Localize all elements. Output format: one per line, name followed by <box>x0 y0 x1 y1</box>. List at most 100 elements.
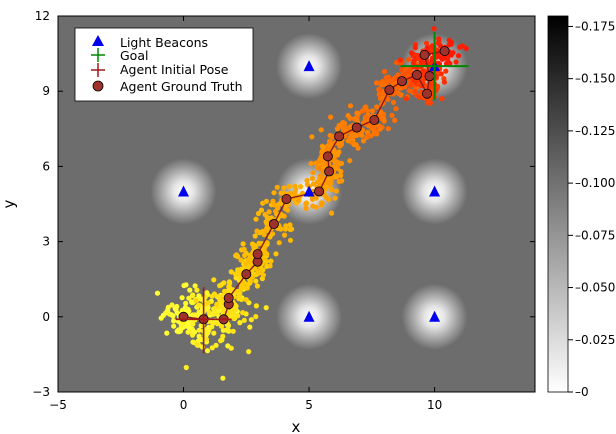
particle <box>211 330 217 336</box>
truth-point <box>369 115 380 126</box>
truth-point <box>322 151 333 162</box>
truth-point <box>351 122 362 133</box>
particle <box>297 184 304 190</box>
particle <box>179 295 185 301</box>
particle <box>278 226 284 232</box>
particle <box>183 282 189 288</box>
particle <box>325 146 331 153</box>
particle <box>253 314 259 320</box>
particle <box>333 188 339 194</box>
particle <box>407 68 413 74</box>
particle <box>310 203 316 209</box>
particle <box>309 134 315 140</box>
truth-point <box>422 88 433 99</box>
particle <box>256 240 262 246</box>
particle <box>406 56 412 63</box>
particle <box>240 241 246 247</box>
particle <box>392 117 398 123</box>
y-tick-label: 0 <box>42 310 50 324</box>
truth-point <box>424 71 435 82</box>
particle <box>211 306 218 312</box>
particle <box>254 283 260 289</box>
particle <box>179 307 185 313</box>
particle <box>351 116 358 122</box>
particle <box>232 306 239 313</box>
particle <box>408 50 415 56</box>
particle <box>205 305 211 311</box>
particle <box>362 104 368 111</box>
goal-marker <box>400 32 469 101</box>
particle <box>374 80 380 86</box>
particle <box>365 133 371 139</box>
particle <box>217 283 223 289</box>
particle <box>436 36 442 42</box>
particle <box>377 126 383 132</box>
particle <box>228 269 234 275</box>
legend-entry: Agent Ground Truth <box>120 79 243 94</box>
truth-point <box>396 76 407 87</box>
particle <box>194 341 200 347</box>
particle <box>243 297 249 303</box>
particle <box>309 175 316 182</box>
particle <box>217 294 223 300</box>
particle <box>225 322 231 328</box>
truth-point <box>412 69 423 80</box>
particle <box>348 133 354 139</box>
particle <box>329 210 335 216</box>
particle <box>287 222 293 228</box>
particle <box>395 90 402 96</box>
particle <box>183 300 189 306</box>
y-tick-label: 6 <box>42 159 50 173</box>
legend-truth-icon <box>92 80 104 92</box>
particle <box>192 312 198 318</box>
particle <box>394 59 400 66</box>
x-axis-label: x <box>292 418 301 434</box>
particle <box>228 314 234 320</box>
particle <box>332 149 338 155</box>
particle <box>459 43 466 49</box>
particle <box>319 200 325 206</box>
particle <box>281 232 288 238</box>
colorbar-tick-label: –0.100 <box>575 176 615 190</box>
truth-point <box>439 46 450 57</box>
particle <box>214 301 220 307</box>
particle <box>220 375 226 381</box>
particle <box>308 160 314 167</box>
particle <box>354 110 360 116</box>
particle <box>238 257 244 263</box>
particle <box>242 252 248 258</box>
colorbar-tick-label: –0.075 <box>575 228 615 242</box>
particle <box>237 320 243 326</box>
particle <box>258 207 265 213</box>
legend-beacon-icon <box>92 35 104 46</box>
particle <box>385 126 391 132</box>
particle <box>431 26 437 32</box>
particle <box>260 228 266 234</box>
particle <box>399 67 405 73</box>
ground-truth-path <box>178 46 450 325</box>
particle <box>347 115 353 121</box>
particle <box>240 310 246 316</box>
particle <box>285 207 291 213</box>
particle <box>303 205 309 211</box>
truth-point <box>268 219 279 230</box>
legend: Light Beacons Goal Agent Initial Pose Ag… <box>74 27 254 102</box>
particle <box>381 69 388 75</box>
particle <box>318 127 324 133</box>
particle <box>218 338 224 344</box>
particle <box>183 364 189 371</box>
particle <box>264 240 270 246</box>
particle <box>263 251 269 257</box>
particle <box>169 302 175 308</box>
particle <box>374 104 380 110</box>
particle <box>347 158 353 164</box>
particle <box>253 303 259 309</box>
colorbar-tick-label: –0.175 <box>575 19 615 33</box>
particle <box>190 339 196 345</box>
particle <box>276 240 282 246</box>
particle <box>238 296 245 302</box>
particle <box>463 45 469 52</box>
particle <box>218 323 225 329</box>
colorbar-tick-label: –0.150 <box>575 72 615 86</box>
particle <box>424 45 430 51</box>
